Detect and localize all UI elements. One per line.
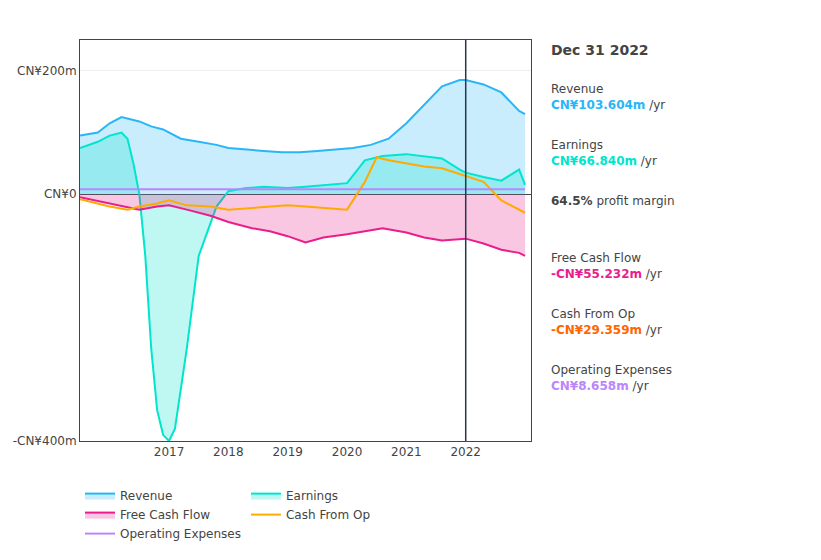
svg-text:Cash From Op-CN¥29.359m /yr: Cash From Op-CN¥29.359m /yr bbox=[551, 307, 662, 337]
svg-text:Dec 31 2022: Dec 31 2022 bbox=[551, 42, 649, 58]
svg-text:CN¥0: CN¥0 bbox=[44, 187, 77, 201]
svg-text:2018: 2018 bbox=[213, 445, 244, 459]
svg-text:EarningsCN¥66.840m /yr: EarningsCN¥66.840m /yr bbox=[551, 138, 657, 168]
svg-text:Operating Expenses: Operating Expenses bbox=[120, 527, 241, 541]
svg-text:2021: 2021 bbox=[391, 445, 422, 459]
svg-text:CN¥200m: CN¥200m bbox=[17, 64, 77, 78]
svg-text:2020: 2020 bbox=[332, 445, 363, 459]
svg-text:RevenueCN¥103.604m /yr: RevenueCN¥103.604m /yr bbox=[551, 82, 665, 112]
svg-text:-CN¥400m: -CN¥400m bbox=[13, 434, 77, 448]
svg-text:2019: 2019 bbox=[272, 445, 303, 459]
svg-text:2017: 2017 bbox=[154, 445, 185, 459]
svg-text:Revenue: Revenue bbox=[120, 489, 172, 503]
svg-text:Earnings: Earnings bbox=[286, 489, 338, 503]
svg-text:Free Cash Flow: Free Cash Flow bbox=[120, 508, 210, 522]
svg-text:Cash From Op: Cash From Op bbox=[286, 508, 370, 522]
svg-text:64.5% profit margin: 64.5% profit margin bbox=[551, 194, 674, 208]
svg-text:2022: 2022 bbox=[450, 445, 481, 459]
svg-text:Free Cash Flow-CN¥55.232m /yr: Free Cash Flow-CN¥55.232m /yr bbox=[551, 251, 662, 281]
svg-text:Operating ExpensesCN¥8.658m /y: Operating ExpensesCN¥8.658m /yr bbox=[551, 363, 672, 393]
